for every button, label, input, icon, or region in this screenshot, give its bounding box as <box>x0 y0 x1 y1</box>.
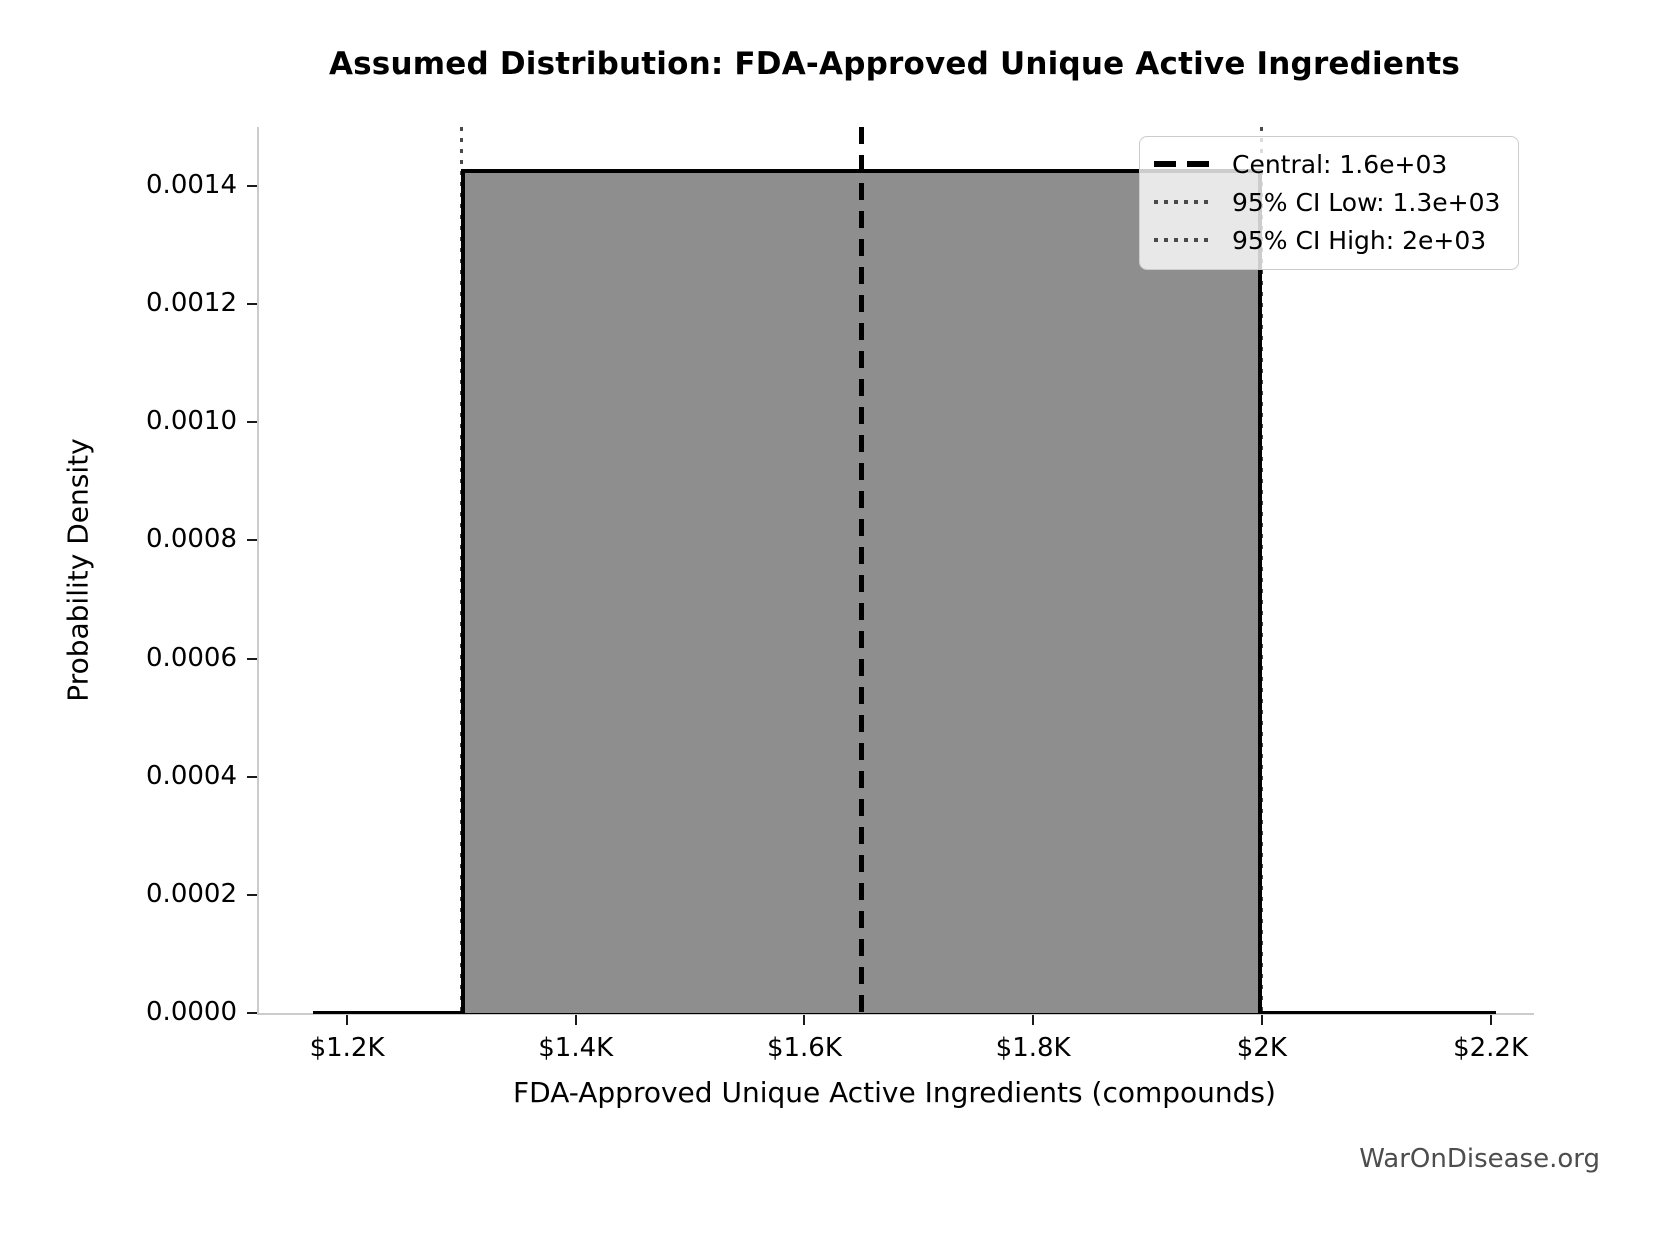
legend-dashed-line-icon <box>1154 161 1214 167</box>
y-tick-label: 0.0002 <box>146 878 237 909</box>
x-tick-mark <box>574 1015 577 1025</box>
chart-title: Assumed Distribution: FDA-Approved Uniqu… <box>328 46 1461 82</box>
legend-dotted-line-icon <box>1154 200 1214 204</box>
y-tick-label: 0.0014 <box>146 170 237 201</box>
y-tick-mark <box>247 421 257 424</box>
legend: Central: 1.6e+03 95% CI Low: 1.3e+03 95% C… <box>1139 136 1519 270</box>
y-tick-label: 0.0008 <box>146 524 237 555</box>
legend-row: 95% CI Low: 1.3e+03 <box>1154 183 1506 221</box>
x-tick-mark <box>346 1015 349 1025</box>
x-tick-label: $1.6K <box>766 1033 842 1063</box>
y-tick-label: 0.0006 <box>146 642 237 673</box>
x-tick-mark <box>1032 1015 1035 1025</box>
x-tick-label: $2.2K <box>1453 1033 1529 1063</box>
x-tick-label: $2K <box>1236 1033 1287 1063</box>
x-tick-label: $1.8K <box>995 1033 1071 1063</box>
legend-label: 95% CI Low: 1.3e+03 <box>1232 187 1501 217</box>
y-tick-mark <box>247 303 257 306</box>
y-tick-mark <box>247 1012 257 1014</box>
y-tick-label: 0.0012 <box>146 288 237 319</box>
y-tick-mark <box>247 775 257 778</box>
central-dashed-line <box>859 127 865 1013</box>
y-tick-mark <box>247 185 257 188</box>
x-axis-label: FDA-Approved Unique Active Ingredients (… <box>513 1076 1276 1109</box>
watermark-text: WarOnDisease.org <box>1359 1144 1600 1174</box>
y-tick-label: 0.0000 <box>146 997 237 1027</box>
x-tick-label: $1.2K <box>309 1033 385 1063</box>
y-tick-mark <box>247 893 257 896</box>
legend-label: 95% CI High: 2e+03 <box>1232 225 1487 255</box>
plot-area: Central: 1.6e+03 95% CI Low: 1.3e+03 95% C… <box>146 127 1534 1063</box>
y-tick-label: 0.0004 <box>146 760 237 791</box>
y-axis-label: Probability Density <box>61 438 95 702</box>
x-tick-mark <box>803 1015 806 1025</box>
y-tick-mark <box>247 539 257 542</box>
x-tick-label: $1.4K <box>538 1033 614 1063</box>
ci-high-line <box>1260 127 1264 1013</box>
x-tick-mark <box>1489 1015 1492 1025</box>
legend-row: 95% CI High: 2e+03 <box>1154 221 1506 259</box>
y-tick-label: 0.0010 <box>146 406 237 437</box>
x-tick-mark <box>1260 1015 1263 1025</box>
y-tick-mark <box>247 657 257 660</box>
legend-row: Central: 1.6e+03 <box>1154 145 1506 183</box>
legend-label: Central: 1.6e+03 <box>1232 149 1448 179</box>
legend-dotted-line-icon <box>1154 238 1214 242</box>
